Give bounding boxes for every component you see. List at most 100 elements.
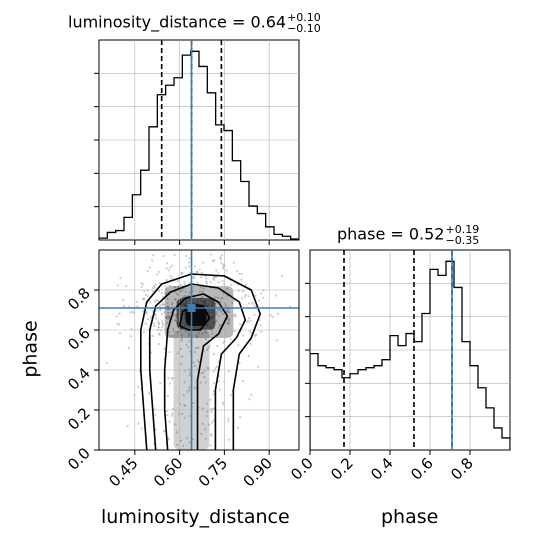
x-tick-label: 0.60 [150,454,186,490]
sample-point [143,289,146,293]
sample-point [165,261,169,265]
sample-point [247,320,250,323]
sample-point [154,313,157,316]
sample-point [187,346,190,349]
sample-point [209,444,212,447]
title-median: 0.52 [408,224,445,244]
sample-point [166,414,169,417]
sample-point [154,283,157,286]
sample-point [177,331,180,334]
sample-point [218,323,221,327]
sample-point [184,266,187,269]
sample-point [176,280,179,283]
sample-point [182,444,185,447]
sample-point [169,275,172,278]
sample-point [70,311,72,313]
sample-point [196,281,199,284]
sample-point [188,441,191,444]
sample-point [187,339,191,342]
sample-point [214,296,217,299]
sample-point [216,296,219,299]
sample-point [233,313,237,316]
sample-point [199,276,203,279]
sample-point [167,269,171,272]
sample-point [251,301,254,304]
sample-point [193,386,196,389]
sample-point [166,395,170,398]
histogram-step-line [310,260,510,450]
sample-point [137,385,140,388]
y-tick-label: 0.4 [64,364,94,394]
sample-point [162,323,165,326]
sample-point [188,291,191,294]
sample-point [172,327,175,331]
sample-point [164,285,167,288]
contour-line [178,303,211,331]
sample-point [146,295,150,298]
sample-point [277,312,280,315]
sample-point [155,273,159,276]
sample-point [198,268,201,271]
title-error-minus: −0.35 [445,234,480,247]
x-axis-label-phase: phase [381,506,439,528]
sample-point [242,379,245,383]
x-tick-label: 0.90 [240,454,276,490]
sample-point [201,271,204,274]
sample-point [160,326,164,329]
sample-point [181,355,184,358]
sample-point [136,300,139,303]
y-tick-label: 0.2 [64,404,94,434]
sample-point [204,428,207,431]
sample-point [275,294,278,297]
sample-point [238,272,241,275]
sample-point [198,360,201,364]
sample-point [136,305,139,308]
sample-point [210,421,214,424]
sample-point [257,299,261,302]
sample-point [204,381,207,384]
sample-point [217,272,220,275]
sample-point [253,305,257,308]
sample-point [168,382,172,385]
sample-point [192,361,195,364]
sample-point [209,408,213,411]
sample-point [185,343,188,346]
sample-point [166,301,169,305]
sample-point [142,331,146,334]
sample-point [195,270,199,274]
sample-point [180,337,184,340]
sample-point [166,314,169,317]
sample-point [251,303,254,306]
sample-point [203,376,206,379]
sample-point [170,277,173,280]
sample-point [275,339,279,342]
sample-point [157,290,160,293]
sample-point [186,390,189,393]
sample-point [227,417,230,420]
luminosity-distance-histogram [94,39,300,245]
sample-point [147,317,150,321]
x-axis-label-luminosity-distance: luminosity_distance [101,506,290,528]
sample-point [228,310,231,314]
sample-point [201,296,204,299]
sample-point [204,329,207,333]
sample-point [116,322,119,325]
sample-point [183,416,186,420]
sample-point [215,269,218,272]
sample-point [236,426,240,429]
x-tick-label: 0.2 [327,454,357,484]
title-error-minus: −0.10 [287,22,321,35]
sample-point [167,334,170,337]
sample-point [243,295,247,298]
sample-point [248,302,251,305]
sample-point [231,302,234,305]
y-tick-labels: 0.0 0.2 0.4 0.6 0.8 [64,284,99,474]
sample-point [151,310,154,313]
sample-point [167,376,170,380]
sample-point [262,296,265,299]
sample-point [169,284,172,287]
sample-point [171,412,174,415]
sample-point [125,285,128,288]
sample-point [229,394,233,397]
x-tick-label: 0.4 [367,454,397,484]
